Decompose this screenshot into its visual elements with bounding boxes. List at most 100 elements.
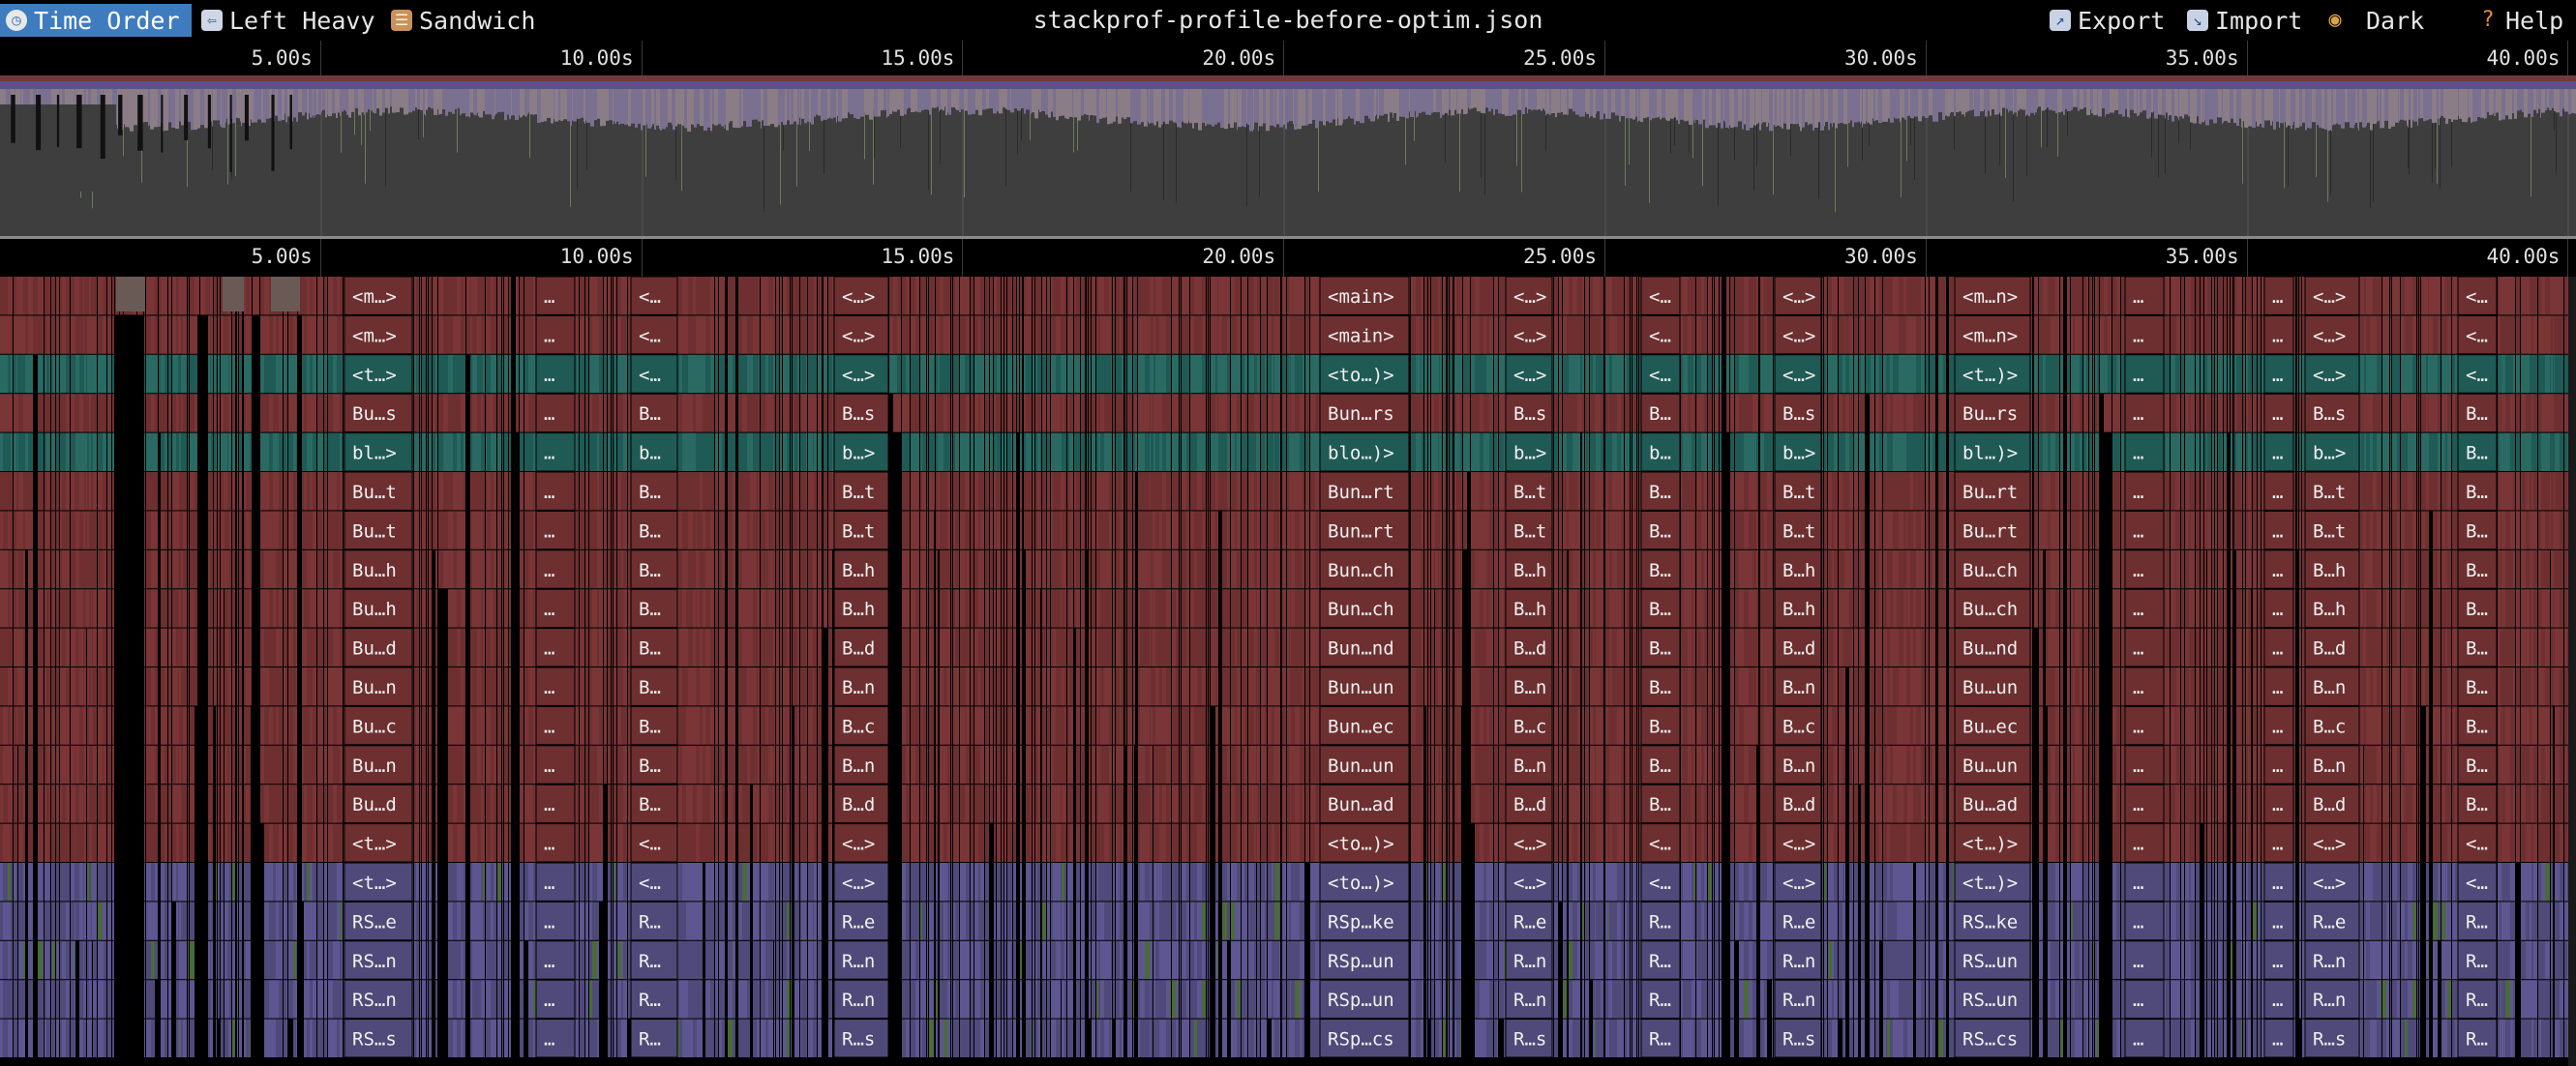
flame-frame[interactable]: … [535,979,576,1020]
flame-frame[interactable]: … [535,745,576,785]
flame-frame[interactable]: R… [630,979,678,1020]
flame-frame[interactable]: Bun…rt [1319,510,1410,550]
flame-frame[interactable]: R… [2457,901,2498,941]
flame-frame[interactable]: Bu…un [1954,666,2031,706]
flame-frame[interactable]: … [535,432,576,472]
flame-frame[interactable]: <… [630,314,678,355]
flamechart-scrollbar[interactable] [2568,277,2576,1066]
flame-frame[interactable]: <…> [2304,354,2360,394]
flame-frame[interactable]: R…n [1774,940,1822,980]
flame-frame[interactable]: B…h [2304,549,2360,589]
flame-frame[interactable]: B… [630,393,678,433]
flame-frame[interactable]: R…s [1505,1019,1553,1058]
flame-frame[interactable]: <… [1640,862,1681,902]
flame-frame[interactable]: R…n [1774,979,1822,1020]
flame-frame[interactable]: … [2263,549,2294,589]
import-button[interactable]: ↘ Import [2181,4,2315,37]
flame-frame[interactable]: R… [1640,901,1681,941]
flame-frame[interactable]: B…d [833,784,889,824]
flame-frame[interactable]: B… [630,471,678,511]
flame-frame[interactable]: <m…n> [1954,314,2031,355]
flame-frame[interactable]: B…s [833,393,889,433]
flame-frame[interactable]: Bu…d [344,784,413,824]
flame-frame[interactable]: <… [2457,823,2498,863]
flame-frame[interactable]: B…c [1505,705,1553,746]
flame-frame[interactable]: Bu…rt [1954,471,2031,511]
flame-frame[interactable]: Bu…c [344,705,413,746]
flame-frame[interactable]: <… [2457,862,2498,902]
flame-frame[interactable]: B…h [1505,588,1553,629]
flame-frame[interactable]: <t…> [344,354,413,394]
flame-frame[interactable]: B… [1640,784,1681,824]
flame-frame[interactable]: … [2263,354,2294,394]
flame-frame[interactable]: B…h [1774,549,1822,589]
flame-frame[interactable]: … [2263,471,2294,511]
flame-frame[interactable]: B…d [2304,784,2360,824]
flame-frame[interactable]: … [2263,823,2294,863]
flame-frame[interactable]: B…n [1774,745,1822,785]
flame-frame[interactable]: B…n [1505,745,1553,785]
flame-frame[interactable]: B…s [1774,393,1822,433]
flame-frame[interactable]: B… [1640,628,1681,667]
flame-frame[interactable]: Bun…ad [1319,784,1410,824]
flame-frame[interactable]: B… [1640,705,1681,746]
flame-frame[interactable]: Bun…rt [1319,471,1410,511]
flame-frame[interactable]: <t…)> [1954,862,2031,902]
flame-frame[interactable]: B…t [1774,471,1822,511]
flame-frame[interactable]: B…t [2304,471,2360,511]
flame-frame[interactable]: <…> [2304,277,2360,315]
minimap-overview[interactable] [0,75,2576,236]
flame-frame[interactable]: RS…n [344,940,413,980]
flame-frame[interactable]: … [2263,628,2294,667]
flame-frame[interactable]: <…> [2304,862,2360,902]
flame-frame[interactable]: … [2124,784,2165,824]
flame-frame[interactable]: <t…)> [1954,354,2031,394]
flame-frame[interactable]: … [535,901,576,941]
flame-frame[interactable]: B…h [1505,549,1553,589]
flame-frame[interactable]: B… [2457,628,2498,667]
flame-frame[interactable]: B… [630,549,678,589]
flame-frame[interactable]: B… [2457,432,2498,472]
flame-frame[interactable]: R…n [833,940,889,980]
flame-frame[interactable]: … [2124,549,2165,589]
flame-frame[interactable]: bl…> [344,432,413,472]
flame-frame[interactable]: <… [630,277,678,315]
flame-frame[interactable]: RSp…un [1319,940,1410,980]
flame-frame[interactable]: Bu…rs [1954,393,2031,433]
help-button[interactable]: ? Help [2471,4,2568,37]
flame-frame[interactable]: … [535,628,576,667]
flame-frame[interactable]: b… [1640,432,1681,472]
flame-frame[interactable]: B…d [2304,628,2360,667]
flame-frame[interactable]: … [2124,314,2165,355]
flame-frame[interactable]: B… [630,588,678,629]
flame-frame[interactable]: Bu…nd [1954,628,2031,667]
flame-frame[interactable]: RS…un [1954,940,2031,980]
flame-frame[interactable]: bl…)> [1954,432,2031,472]
flame-frame[interactable]: <to…)> [1319,354,1410,394]
flame-frame[interactable]: B… [630,784,678,824]
flame-frame[interactable]: <to…)> [1319,823,1410,863]
flame-frame[interactable]: <…> [1774,354,1822,394]
flame-frame[interactable]: … [535,314,576,355]
flame-frame[interactable]: b…> [1505,432,1553,472]
flame-frame[interactable]: b… [630,432,678,472]
flame-frame[interactable]: B…n [833,666,889,706]
flame-frame[interactable]: B…h [833,588,889,629]
flame-frame[interactable]: … [2263,862,2294,902]
flame-frame[interactable]: … [2124,666,2165,706]
flame-frame[interactable]: … [2124,940,2165,980]
flame-frame[interactable]: R… [2457,940,2498,980]
flame-frame[interactable]: B…n [2304,666,2360,706]
flame-frame[interactable]: B… [1640,666,1681,706]
flame-frame[interactable]: R…n [833,979,889,1020]
flame-frame[interactable]: <… [2457,277,2498,315]
flame-frame[interactable]: R… [630,940,678,980]
flame-frame[interactable]: … [2263,979,2294,1020]
flame-frame[interactable]: R… [1640,979,1681,1020]
flame-frame[interactable]: B…t [833,510,889,550]
flame-frame[interactable]: … [2124,1019,2165,1058]
flame-frame[interactable]: B… [1640,471,1681,511]
flame-frame[interactable]: B…c [1774,705,1822,746]
flame-frame[interactable]: B… [2457,510,2498,550]
flame-frame[interactable]: <t…)> [1954,823,2031,863]
